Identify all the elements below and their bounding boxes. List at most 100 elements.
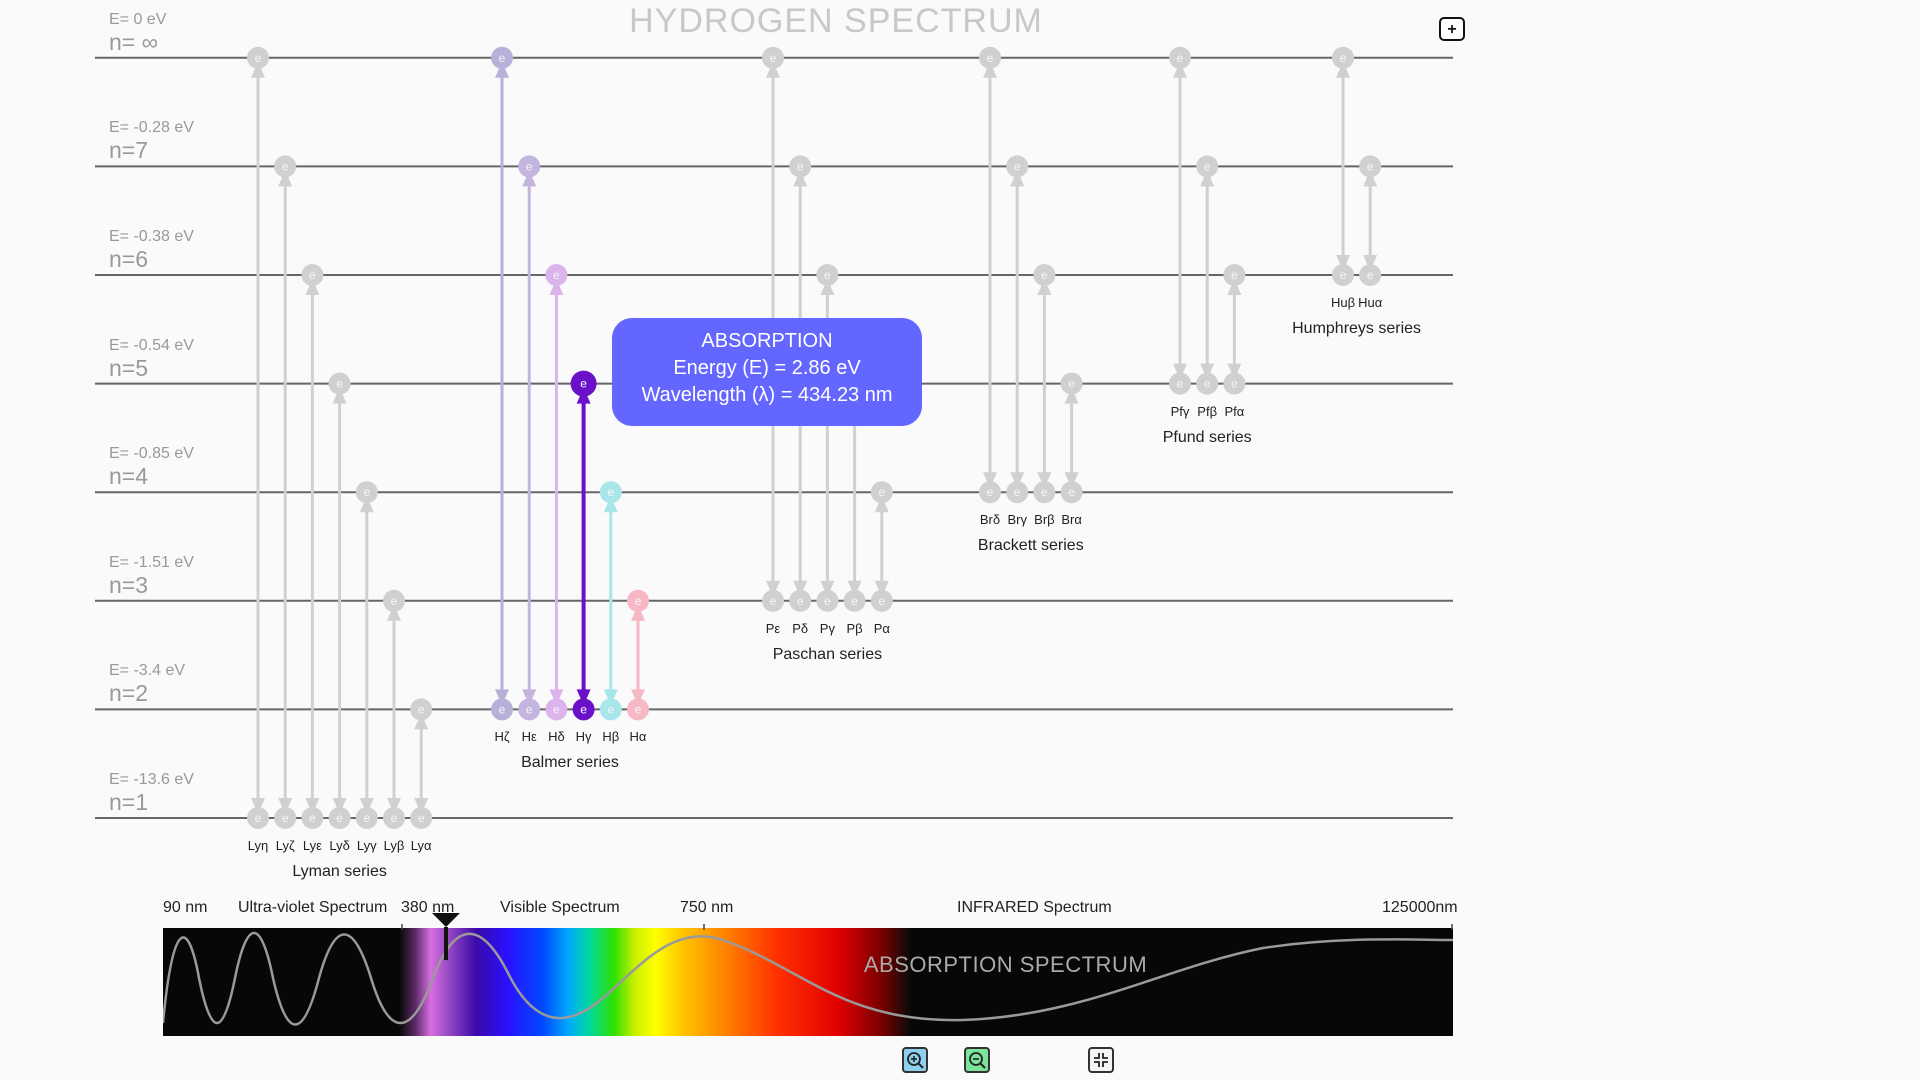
transition-Hζ[interactable]: ee bbox=[491, 46, 513, 721]
level-label-1: n=1 bbox=[109, 789, 149, 815]
level-energy-2: E= -3.4 eV bbox=[109, 662, 186, 680]
transition-Pα[interactable]: ee bbox=[870, 481, 893, 612]
arrow-head bbox=[278, 170, 293, 187]
electron-dot bbox=[843, 589, 866, 612]
electron-dot bbox=[599, 698, 622, 721]
transition-Brγ[interactable]: ee bbox=[1006, 155, 1029, 504]
arrow-head bbox=[1064, 472, 1079, 489]
spectrum-ticks bbox=[401, 913, 1453, 960]
arrow-head bbox=[414, 713, 429, 730]
transition-Hδ[interactable]: ee bbox=[545, 264, 568, 721]
arrow-head bbox=[359, 496, 374, 513]
transition-Hε[interactable]: ee bbox=[518, 155, 541, 721]
electron-dot bbox=[1006, 155, 1029, 178]
arrow-head bbox=[820, 279, 835, 295]
electron-symbol: e bbox=[363, 485, 370, 499]
transition-label: Pfγ bbox=[1170, 403, 1190, 419]
arrow-head bbox=[631, 689, 645, 706]
transition-Lyβ[interactable]: ee bbox=[383, 589, 405, 829]
electron-dot bbox=[1169, 372, 1191, 395]
transition-Huα[interactable]: ee bbox=[1359, 155, 1382, 286]
transition-Huβ[interactable]: ee bbox=[1332, 46, 1354, 286]
visible-start-label: 380 nm bbox=[401, 899, 455, 916]
electron-symbol: e bbox=[1177, 51, 1184, 65]
transition-label: Pε bbox=[765, 620, 781, 636]
electron-dot bbox=[410, 807, 433, 829]
electron-dot bbox=[355, 481, 378, 504]
transition-Hα[interactable]: ee bbox=[627, 589, 649, 721]
arrow-head bbox=[522, 689, 537, 706]
electron-symbol: e bbox=[1014, 159, 1021, 173]
transition-label: Lyβ bbox=[383, 838, 405, 853]
zoom-out-icon bbox=[969, 1052, 986, 1069]
transition-Pγ[interactable]: ee bbox=[816, 264, 839, 612]
electron-symbol: e bbox=[1041, 485, 1048, 499]
page-title: HYDROGEN SPECTRUM bbox=[629, 2, 1043, 40]
zoom-in-icon bbox=[907, 1052, 924, 1069]
level-energy-1: E= -13.6 eV bbox=[109, 771, 194, 788]
transition-label: Brα bbox=[1061, 512, 1082, 528]
electron-dot bbox=[1033, 264, 1056, 286]
transition-Brδ[interactable]: ee bbox=[979, 46, 1001, 504]
electron-dot bbox=[627, 589, 649, 612]
electron-dot bbox=[1332, 46, 1354, 69]
transition-Lyδ[interactable]: ee bbox=[328, 372, 351, 829]
wavelength-marker[interactable] bbox=[432, 913, 460, 927]
transition-Pfα[interactable]: ee bbox=[1223, 264, 1246, 395]
electron-dot bbox=[301, 264, 324, 286]
transition-Lyζ[interactable]: ee bbox=[274, 155, 297, 829]
electron-symbol: e bbox=[418, 811, 425, 825]
arrow-head bbox=[549, 689, 564, 706]
expand-button[interactable]: + bbox=[1439, 17, 1465, 41]
transition-Brα[interactable]: ee bbox=[1060, 372, 1083, 504]
transition-Lyγ[interactable]: ee bbox=[355, 481, 378, 829]
transition-Pfβ[interactable]: ee bbox=[1196, 155, 1219, 395]
visible-band bbox=[400, 928, 910, 1036]
transition-label: Hζ bbox=[494, 729, 510, 745]
electron-symbol: e bbox=[1340, 51, 1347, 65]
transition-Brβ[interactable]: ee bbox=[1033, 264, 1056, 504]
series-label: Brackett series bbox=[977, 537, 1084, 555]
electron-dot bbox=[1196, 155, 1219, 178]
electron-dot bbox=[816, 589, 839, 612]
electron-symbol: e bbox=[363, 811, 370, 825]
arrow-head bbox=[359, 798, 374, 814]
transition-label: Hδ bbox=[548, 729, 565, 745]
zoom-in-button[interactable] bbox=[902, 1047, 928, 1073]
electron-symbol: e bbox=[1204, 159, 1211, 173]
electron-symbol: e bbox=[255, 811, 262, 825]
fit-screen-button[interactable] bbox=[1088, 1047, 1114, 1073]
fit-screen-icon bbox=[1094, 1053, 1108, 1067]
electron-symbol: e bbox=[391, 811, 398, 825]
level-energy-4: E= -0.85 eV bbox=[109, 445, 194, 463]
transition-label: Lyε bbox=[302, 838, 322, 853]
electron-dot bbox=[1060, 372, 1083, 395]
level-label-8: n= ∞ bbox=[109, 28, 159, 55]
transition-label: Lyη bbox=[247, 838, 269, 853]
electron-symbol: e bbox=[607, 702, 614, 716]
arrow-head bbox=[983, 61, 997, 78]
level-energy-5: E= -0.54 eV bbox=[109, 336, 194, 354]
electron-dot bbox=[328, 372, 351, 395]
electron-symbol: e bbox=[987, 51, 994, 65]
transition-Hβ[interactable]: ee bbox=[599, 481, 622, 721]
electron-symbol: e bbox=[553, 268, 560, 282]
transition-Lyη[interactable]: ee bbox=[247, 46, 269, 829]
transition-Lyε[interactable]: ee bbox=[301, 264, 324, 829]
electron-symbol: e bbox=[580, 377, 587, 391]
arrow-head bbox=[251, 61, 265, 78]
transition-Hγ[interactable]: ee bbox=[570, 370, 597, 721]
electron-dot bbox=[545, 698, 568, 721]
zoom-out-button[interactable] bbox=[964, 1047, 990, 1073]
electron-symbol: e bbox=[797, 159, 804, 173]
transition-Pfγ[interactable]: ee bbox=[1169, 46, 1191, 395]
level-energy-7: E= -0.28 eV bbox=[109, 119, 194, 137]
electron-symbol: e bbox=[1177, 377, 1184, 391]
arrow-head bbox=[332, 387, 347, 404]
level-label-4: n=4 bbox=[109, 463, 149, 490]
arrow-head bbox=[1173, 61, 1187, 78]
arrow-head bbox=[1173, 363, 1187, 380]
transition-label: Brγ bbox=[1007, 512, 1027, 528]
transition-Lyα[interactable]: ee bbox=[410, 698, 433, 829]
